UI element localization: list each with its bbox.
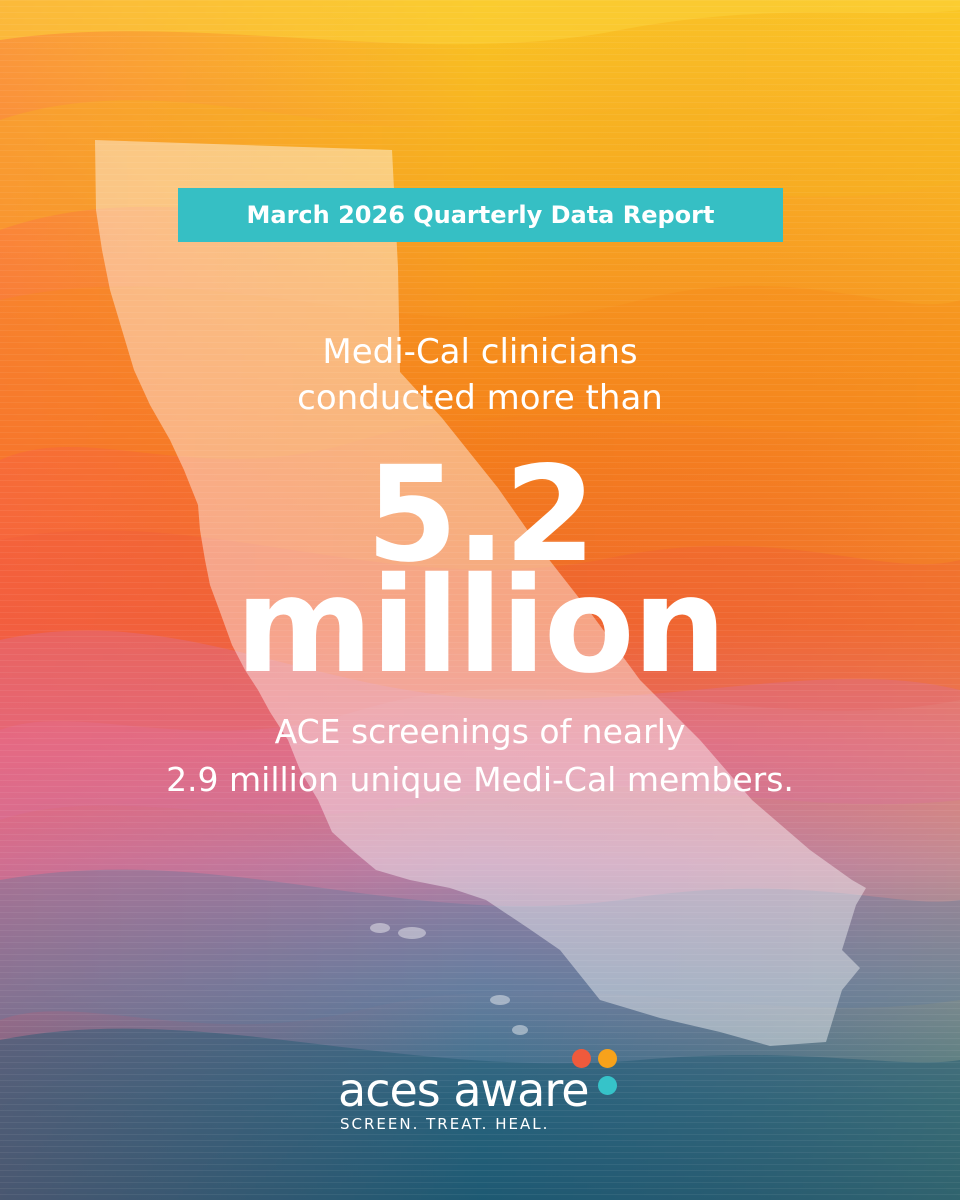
logo-dot-red-icon [572,1049,591,1068]
outro-text-line-1: ACE screenings of nearly [274,712,686,751]
headline-unit: million [235,549,726,703]
intro-text-line-1: Medi-Cal clinicians [322,332,638,372]
logo-tagline: SCREEN. TREAT. HEAL. [340,1115,550,1133]
california-map-icon [95,140,866,1046]
logo-dot-orange-icon [598,1049,617,1068]
intro-text-line-2: conducted more than [297,378,663,418]
aces-aware-wordmark: aces aware [338,1063,590,1117]
outro-text-line-2: 2.9 million unique Medi-Cal members. [166,760,794,799]
report-title-badge: March 2026 Quarterly Data Report [178,188,783,242]
headline-number: 5.2 [366,438,596,592]
logo-dot-teal-icon [598,1076,617,1095]
